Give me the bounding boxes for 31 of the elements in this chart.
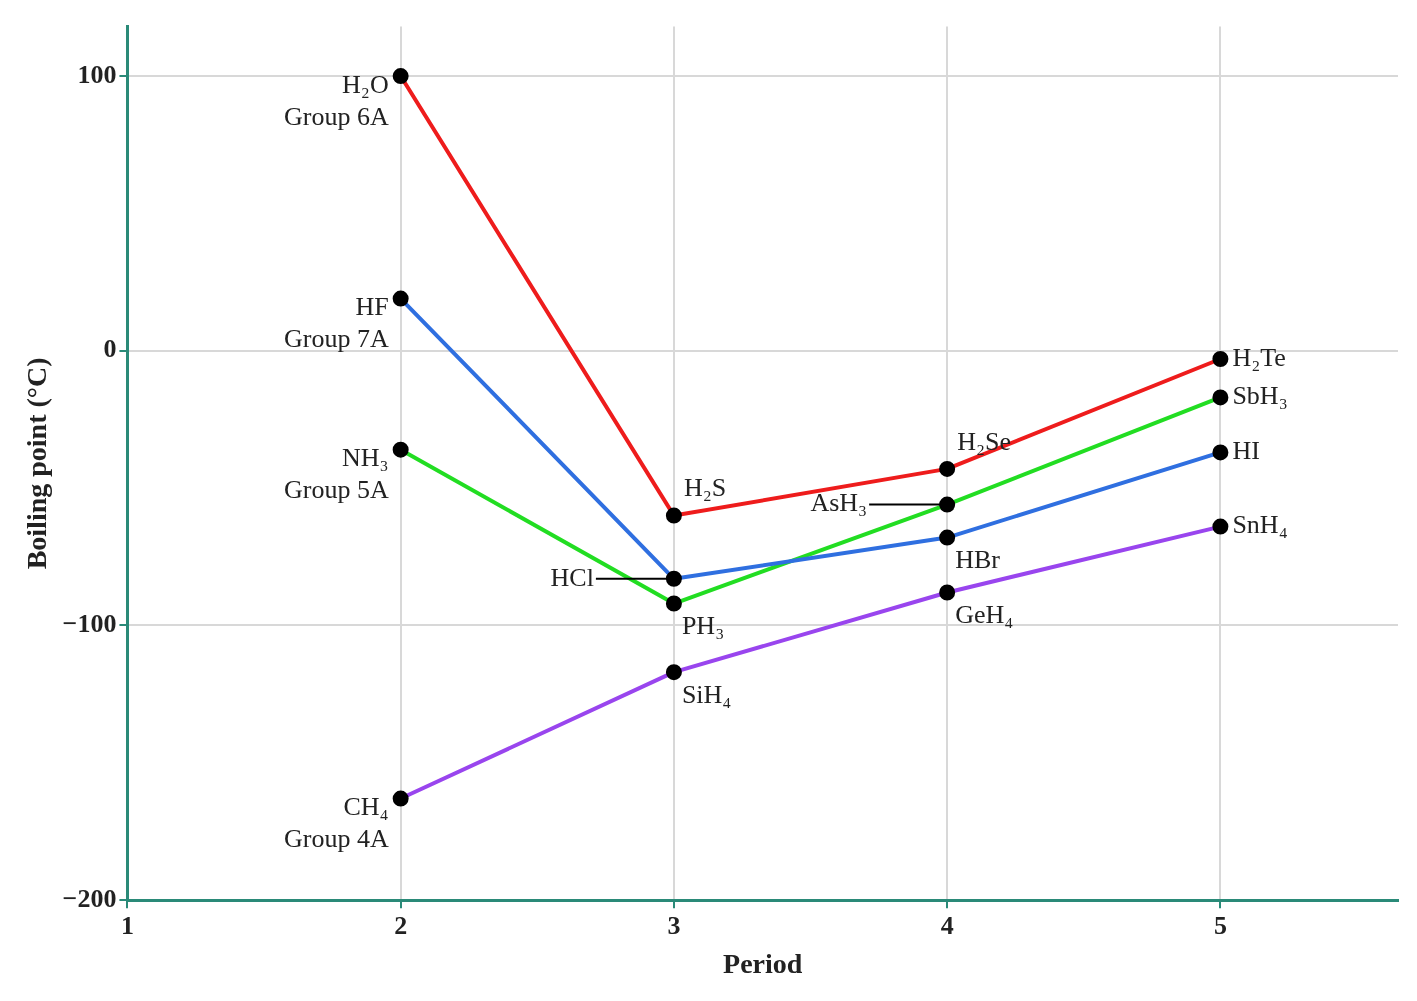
y-tick-label: 0 bbox=[103, 334, 117, 364]
x-tick-label: 2 bbox=[394, 910, 408, 940]
annotation: HBr bbox=[955, 545, 1001, 575]
annotation: GeH₄ bbox=[955, 600, 1014, 630]
x-tick-label: 3 bbox=[667, 910, 681, 940]
series-label: Group 4A bbox=[283, 824, 389, 854]
y-axis-title: Boiling point (°C) bbox=[21, 357, 53, 570]
annotation: HCl bbox=[550, 562, 594, 592]
annotation: NH₃ bbox=[342, 443, 389, 473]
y-tick-label: −100 bbox=[62, 609, 117, 639]
series-label: Group 7A bbox=[283, 324, 389, 354]
annotation: H₂O bbox=[342, 69, 389, 99]
annotation: AsH₃ bbox=[810, 488, 868, 518]
annotation: H₂Se bbox=[957, 426, 1011, 456]
x-tick-label: 1 bbox=[120, 910, 134, 940]
annotation: SbH₃ bbox=[1232, 381, 1288, 411]
series-label: Group 6A bbox=[283, 101, 389, 131]
annotation: CH₄ bbox=[343, 792, 389, 822]
x-tick-label: 4 bbox=[940, 910, 954, 940]
y-tick-label: 100 bbox=[77, 59, 117, 89]
series-label: Group 5A bbox=[283, 475, 389, 505]
annotation: H₂S bbox=[683, 473, 727, 503]
annotation: SiH₄ bbox=[681, 680, 732, 710]
annotation: PH₃ bbox=[681, 611, 725, 641]
annotation: SnH₄ bbox=[1232, 510, 1288, 540]
x-axis-title: Period bbox=[723, 948, 803, 980]
annotation: H₂Te bbox=[1232, 342, 1286, 372]
annotation: HI bbox=[1232, 436, 1260, 466]
annotation: HF bbox=[355, 292, 389, 322]
x-tick-label: 5 bbox=[1213, 910, 1227, 940]
y-tick-label: −200 bbox=[62, 883, 117, 913]
